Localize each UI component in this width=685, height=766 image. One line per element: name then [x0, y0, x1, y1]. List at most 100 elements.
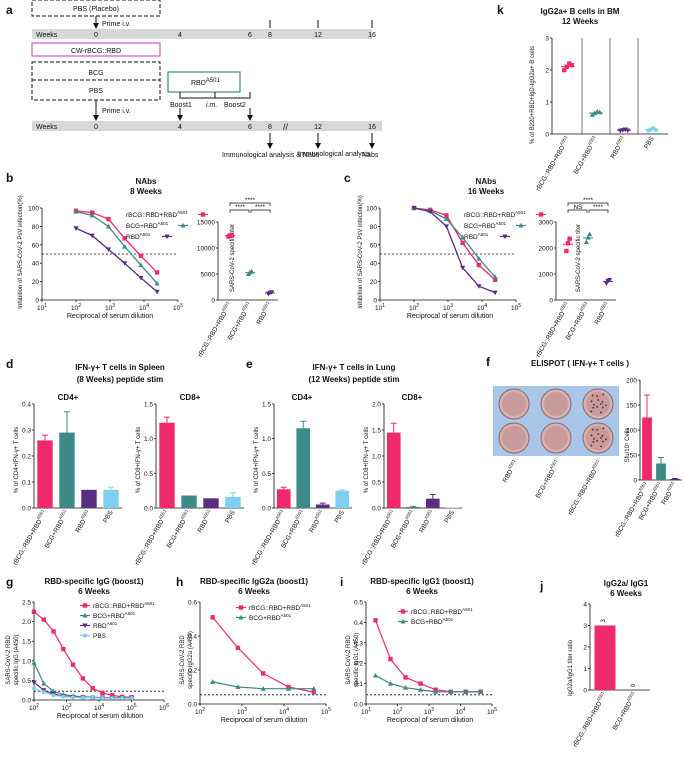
- c-xtick-2: 103: [443, 303, 453, 312]
- c-point-2-5: [492, 290, 498, 296]
- panel-c-title2: 16 Weeks: [468, 187, 505, 196]
- e-cd4-bar-3: [335, 490, 350, 508]
- c-titer-ytick-3: 3000: [539, 220, 554, 227]
- b-point-1-0: [73, 209, 79, 214]
- b-titer-cat-sup-0: A501: [221, 300, 231, 312]
- h-point-1-1: [235, 684, 241, 689]
- well-spot-0-7: [590, 400, 593, 403]
- h-legend-text-1: BCG+RBD: [249, 615, 281, 622]
- c-curve-2: [413, 207, 496, 294]
- d-cd8-cat-sup-1: A501: [180, 508, 190, 520]
- f-cat-sup-1: A501: [652, 480, 662, 492]
- timeline-bottom: [32, 121, 382, 131]
- k-cat-1: BCG+RBDA501: [571, 134, 600, 175]
- k-cat-sup-0: A501: [559, 134, 569, 146]
- c-titer-point-2-2: [607, 277, 613, 283]
- i-xtick-base-2: 10: [424, 709, 432, 716]
- j-ytick-0: 0: [583, 688, 587, 695]
- i-point-0-2: [403, 675, 408, 680]
- g-ytick-4: 2.0: [22, 619, 31, 626]
- panel-e-plot: 0.00.51.01.5rBCG::RBD+RBDA501BCG+RBDA501…: [251, 402, 462, 566]
- i-xtick-2: 103: [424, 707, 434, 716]
- e-cd8-cat-sup-2: A501: [423, 508, 433, 520]
- h-xtick-base-1: 10: [237, 709, 245, 716]
- i-line-0: [374, 620, 481, 693]
- f-bar-0: [642, 417, 652, 480]
- e-cd8-bar-1: [406, 506, 421, 508]
- c-legend-sup-2: A501: [478, 232, 489, 237]
- k-cat-text-2: RBD: [610, 144, 623, 160]
- d-cd4-ytick-3: 0.3: [22, 428, 31, 435]
- c-point-0-5: [492, 277, 498, 282]
- top-week-16: 16: [368, 32, 376, 39]
- top-week-12: 12: [314, 32, 322, 39]
- b-legend-marker-0: [200, 212, 206, 217]
- top-week-8: 8: [268, 32, 272, 39]
- k-ytick-0: 0: [545, 132, 549, 139]
- g-ytick-2: 1.0: [22, 658, 31, 665]
- c-sig-bracket-right: [588, 209, 609, 213]
- b-xtick-0: 101: [37, 303, 47, 312]
- timeline-top: [32, 29, 372, 39]
- rbd-box-rbd: RBD: [191, 80, 206, 87]
- d-cd8-ytick-0: 0.0: [144, 506, 153, 513]
- b-xtick-1: 102: [71, 303, 81, 312]
- i-ytick-1: 0.1: [354, 681, 363, 688]
- c-xtick-exp-0: 1: [382, 303, 385, 309]
- b-xtick-3: 104: [139, 303, 149, 312]
- e-cd4-cat-sup-1: A501: [294, 508, 304, 520]
- b-ytick-0: 0: [35, 298, 39, 305]
- d-cd8-cat-text-2: RBD: [197, 518, 210, 534]
- d-cd4-cat-sup-0: A501: [36, 508, 46, 520]
- b-curve-1: [75, 211, 158, 284]
- e-cd8-cat-2: RBDA501: [417, 508, 437, 534]
- h-legend-1: BCG+RBDA501: [249, 613, 292, 622]
- c-point-0-2: [444, 213, 449, 218]
- panel-d-cd8-ylabel: % of CD8+IFN-γ+ T cells: [136, 427, 142, 493]
- h-xtick-exp-0: 2: [202, 707, 205, 713]
- i-xtick-exp-3: 4: [463, 707, 466, 713]
- c-titer-cat-2: RBDA501: [592, 300, 612, 326]
- i-xtick-base-3: 10: [455, 709, 463, 716]
- e-cd4-cat-sup-2: A501: [313, 508, 323, 520]
- b-ytick-3: 60: [32, 242, 40, 249]
- well-spot-0-1: [590, 410, 593, 413]
- h-xtick-exp-1: 3: [244, 707, 247, 713]
- g-point-0-5: [80, 676, 86, 681]
- e-cd8-bar-3: [445, 507, 460, 508]
- d-cd4-cat-sup-1: A501: [58, 508, 68, 520]
- d-cd8-bar-2: [203, 498, 219, 508]
- e-cd8-ytick-0: 0.0: [372, 506, 381, 513]
- b-sig-bracket-right: [250, 209, 271, 213]
- g-ytick-0: 0.0: [22, 698, 31, 705]
- i-point-1-5: [448, 689, 454, 694]
- i-xtick-exp-4: 5: [494, 707, 497, 713]
- elispot-cat-text-0: RBD: [502, 468, 515, 484]
- c-ytick-1: 20: [370, 279, 378, 286]
- d-cd4-ytick-2: 0.2: [22, 454, 31, 461]
- b-legend-0: rBCG::RBD+RBDA501: [126, 210, 188, 219]
- b-point-0-4: [138, 253, 144, 259]
- e-cd4-ytick-0: 0.0: [262, 506, 271, 513]
- i-xtick-base-0: 10: [361, 709, 369, 716]
- h-ytick-1: 0.2: [188, 668, 197, 675]
- c-point-2-0: [411, 206, 417, 211]
- d-cd8-cat-2: RBDA501: [195, 508, 215, 534]
- c-point-1-5: [492, 274, 498, 279]
- i-xtick-exp-0: 1: [368, 707, 371, 713]
- c-xtick-exp-4: 5: [518, 303, 521, 309]
- g-legend-0: rBCG::RBD+RBDA501: [93, 601, 155, 610]
- b-xtick-base-4: 10: [173, 305, 181, 312]
- well-spot-0-8: [601, 400, 604, 403]
- e-cd8-ytick-4: 2.0: [372, 402, 381, 409]
- h-point-1-3: [285, 686, 292, 691]
- c-xtick-base-3: 10: [477, 305, 485, 312]
- h-xtick-1: 103: [237, 707, 247, 716]
- k-point-1-0: [589, 112, 595, 117]
- k-cat-text-1: BCG+RBD: [573, 144, 595, 175]
- bottom-week-12: 12: [314, 124, 322, 131]
- f-cat-text-2: RBD: [661, 490, 674, 506]
